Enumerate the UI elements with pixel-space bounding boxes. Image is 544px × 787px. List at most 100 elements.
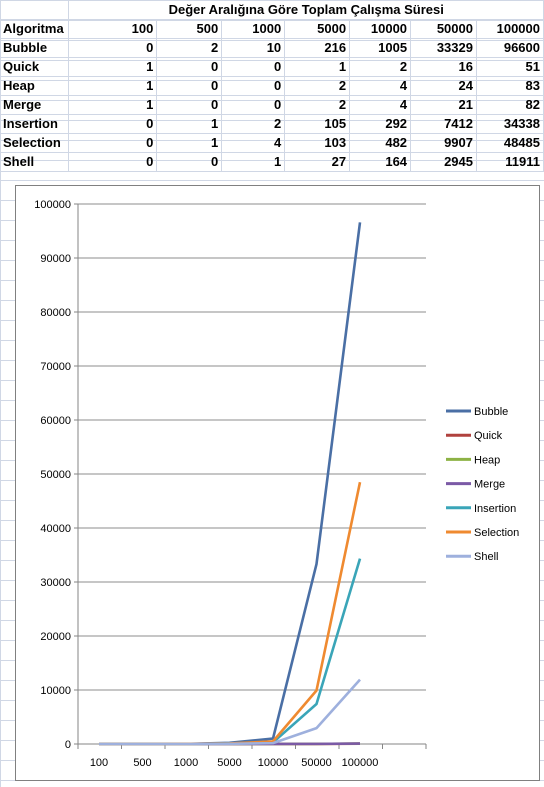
value-cell[interactable]: 1 <box>68 76 158 96</box>
row-label[interactable]: Merge <box>0 95 70 115</box>
legend-label: Bubble <box>474 406 508 418</box>
row-label[interactable]: Shell <box>0 152 70 172</box>
row-label[interactable]: Bubble <box>0 38 70 58</box>
value-cell[interactable]: 0 <box>221 76 286 96</box>
x-tick-label: 500 <box>133 757 151 769</box>
value-cell[interactable]: 1 <box>68 95 158 115</box>
y-tick-label: 20000 <box>40 631 71 643</box>
value-cell[interactable]: 2 <box>221 114 286 134</box>
row-label[interactable]: Heap <box>0 76 70 96</box>
value-cell[interactable]: 82 <box>476 95 544 115</box>
series-line-shell <box>99 678 361 746</box>
y-tick-label: 30000 <box>40 577 71 589</box>
value-cell[interactable]: 2 <box>284 76 351 96</box>
table-row: Bubble 0 2 10 216 1005 33329 96600 <box>0 38 544 58</box>
value-cell[interactable]: 4 <box>221 133 286 153</box>
legend-label: Insertion <box>474 503 516 515</box>
y-tick-label: 100000 <box>34 199 71 211</box>
value-cell[interactable]: 0 <box>221 95 286 115</box>
value-cell[interactable]: 0 <box>68 133 158 153</box>
value-cell[interactable]: 9907 <box>410 133 477 153</box>
value-cell[interactable]: 96600 <box>476 38 544 58</box>
column-header[interactable]: 5000 <box>284 19 351 39</box>
value-cell[interactable]: 292 <box>349 114 412 134</box>
value-cell[interactable]: 51 <box>476 57 544 77</box>
line-chart[interactable]: 0 10000 20000 30000 40000 50000 60000 70000 8000… <box>15 185 540 781</box>
value-cell[interactable]: 0 <box>156 57 223 77</box>
value-cell[interactable]: 1 <box>221 152 286 172</box>
blank-cell[interactable] <box>0 0 70 20</box>
table-row: Insertion 0 1 2 105 292 7412 34338 <box>0 114 544 134</box>
value-cell[interactable]: 48485 <box>476 133 544 153</box>
y-tick-label: 80000 <box>40 307 71 319</box>
value-cell[interactable]: 482 <box>349 133 412 153</box>
x-tick-label: 5000 <box>217 757 241 769</box>
y-tick-label: 70000 <box>40 361 71 373</box>
column-header[interactable]: 1000 <box>221 19 286 39</box>
x-tick-label: 50000 <box>301 757 332 769</box>
value-cell[interactable]: 34338 <box>476 114 544 134</box>
column-header[interactable]: 10000 <box>349 19 412 39</box>
value-cell[interactable]: 11911 <box>476 152 544 172</box>
value-cell[interactable]: 1 <box>156 133 223 153</box>
y-tick-label: 90000 <box>40 253 71 265</box>
value-cell[interactable]: 0 <box>156 76 223 96</box>
value-cell[interactable]: 4 <box>349 76 412 96</box>
data-table: Değer Aralığına Göre Toplam Çalışma Süre… <box>0 0 544 172</box>
row-label[interactable]: Quick <box>0 57 70 77</box>
table-row: Heap 1 0 0 2 4 24 83 <box>0 76 544 96</box>
legend-label: Heap <box>474 454 500 466</box>
table-row: Shell 0 0 1 27 164 2945 11911 <box>0 152 544 172</box>
y-tick-label: 10000 <box>40 685 71 697</box>
value-cell[interactable]: 1005 <box>349 38 412 58</box>
value-cell[interactable]: 33329 <box>410 38 477 58</box>
table-row: Quick 1 0 0 1 2 16 51 <box>0 57 544 77</box>
value-cell[interactable]: 16 <box>410 57 477 77</box>
value-cell[interactable]: 2 <box>284 95 351 115</box>
value-cell[interactable]: 1 <box>284 57 351 77</box>
column-header[interactable]: 500 <box>156 19 223 39</box>
value-cell[interactable]: 21 <box>410 95 477 115</box>
table-title[interactable]: Değer Aralığına Göre Toplam Çalışma Süre… <box>68 0 544 20</box>
row-label[interactable]: Selection <box>0 133 70 153</box>
value-cell[interactable]: 0 <box>221 57 286 77</box>
value-cell[interactable]: 83 <box>476 76 544 96</box>
value-cell[interactable]: 2 <box>349 57 412 77</box>
value-cell[interactable]: 2 <box>156 38 223 58</box>
value-cell[interactable]: 7412 <box>410 114 477 134</box>
value-cell[interactable]: 2945 <box>410 152 477 172</box>
y-tick-label: 0 <box>65 739 71 751</box>
value-cell[interactable]: 1 <box>156 114 223 134</box>
legend-label: Shell <box>474 551 498 563</box>
x-tick-label: 10000 <box>258 757 289 769</box>
value-cell[interactable]: 0 <box>156 152 223 172</box>
header-label[interactable]: Algoritma <box>0 19 70 39</box>
y-tick-label: 50000 <box>40 469 71 481</box>
y-tick-label: 40000 <box>40 523 71 535</box>
x-tick-label: 100 <box>90 757 108 769</box>
value-cell[interactable]: 0 <box>68 152 158 172</box>
legend-label: Selection <box>474 527 519 539</box>
value-cell[interactable]: 216 <box>284 38 351 58</box>
value-cell[interactable]: 0 <box>156 95 223 115</box>
value-cell[interactable]: 103 <box>284 133 351 153</box>
legend-label: Quick <box>474 430 503 442</box>
value-cell[interactable]: 0 <box>68 114 158 134</box>
column-header[interactable]: 50000 <box>410 19 477 39</box>
table-row: Selection 0 1 4 103 482 9907 48485 <box>0 133 544 153</box>
value-cell[interactable]: 27 <box>284 152 351 172</box>
value-cell[interactable]: 4 <box>349 95 412 115</box>
chart-svg: 0 10000 20000 30000 40000 50000 60000 70000 8000… <box>34 199 519 769</box>
value-cell[interactable]: 10 <box>221 38 286 58</box>
column-header[interactable]: 100000 <box>476 19 544 39</box>
column-header[interactable]: 100 <box>68 19 158 39</box>
value-cell[interactable]: 105 <box>284 114 351 134</box>
value-cell[interactable]: 0 <box>68 38 158 58</box>
value-cell[interactable]: 1 <box>68 57 158 77</box>
value-cell[interactable]: 164 <box>349 152 412 172</box>
row-label[interactable]: Insertion <box>0 114 70 134</box>
x-tick-label: 100000 <box>342 757 379 769</box>
legend-label: Merge <box>474 479 505 491</box>
value-cell[interactable]: 24 <box>410 76 477 96</box>
series-line-insertion <box>98 558 362 746</box>
